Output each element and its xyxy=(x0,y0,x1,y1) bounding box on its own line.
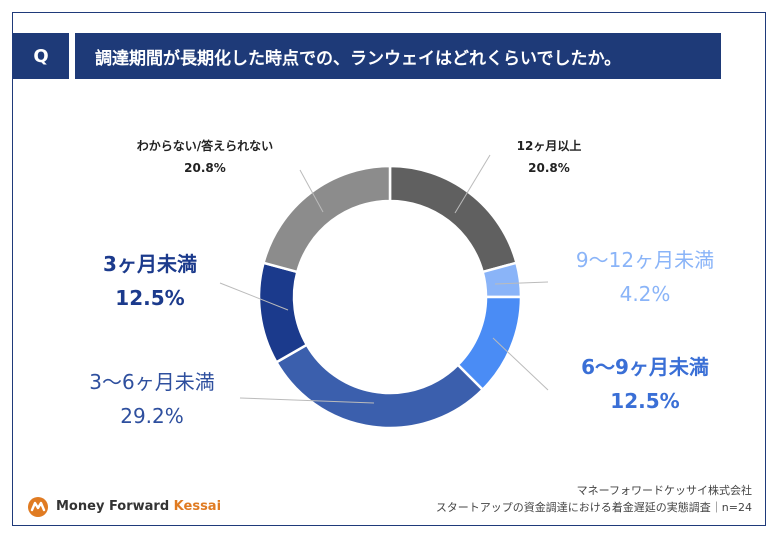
slice-3-6 xyxy=(274,343,485,430)
label-6-9-value: 12.5% xyxy=(610,389,680,413)
label-3-6-value: 29.2% xyxy=(120,404,184,428)
footer-company: マネーフォワードケッサイ株式会社 xyxy=(576,484,752,497)
leader-12m-plus xyxy=(454,154,491,214)
slice-unknown xyxy=(262,164,392,274)
label-9-12-value: 4.2% xyxy=(619,282,671,306)
chart-frame: Q 調達期間が長期化した時点での、ランウェイはどれくらいでしたか。 xyxy=(12,12,766,526)
footer-survey: スタートアップの資金調達における着金遅延の実態調査｜n=24 xyxy=(435,501,752,514)
slice-12m-plus xyxy=(388,164,518,274)
label-3-6: 3〜6ヶ月未満 29.2% xyxy=(62,365,242,433)
leader-under-3 xyxy=(219,282,289,311)
logo-text-main: Money Forward xyxy=(56,498,170,514)
label-9-12: 9〜12ヶ月未満 4.2% xyxy=(545,243,745,311)
label-under-3-name: 3ヶ月未満 xyxy=(103,252,197,276)
logo-text-accent: Kessai xyxy=(173,498,222,514)
question-title: 調達期間が長期化した時点での、ランウェイはどれくらいでしたか。 xyxy=(75,33,721,79)
leader-3-6 xyxy=(239,397,375,404)
leader-6-9 xyxy=(492,337,549,391)
footer-credit: マネーフォワードケッサイ株式会社 スタートアップの資金調達における着金遅延の実態… xyxy=(436,482,752,516)
label-unknown-name: わからない/答えられない xyxy=(136,139,274,153)
label-9-12-name: 9〜12ヶ月未満 xyxy=(575,248,715,272)
label-12m-plus-name: 12ヶ月以上 xyxy=(516,139,582,153)
label-12m-plus: 12ヶ月以上 20.8% xyxy=(484,135,614,179)
label-under-3-value: 12.5% xyxy=(115,286,185,310)
q-badge: Q xyxy=(13,33,69,79)
logo: Money Forward Kessai xyxy=(26,494,221,518)
money-forward-logo-icon xyxy=(28,497,48,517)
label-12m-plus-value: 20.8% xyxy=(528,161,570,175)
slice-under-3 xyxy=(257,261,309,364)
label-6-9: 6〜9ヶ月未満 12.5% xyxy=(545,350,745,418)
label-unknown-value: 20.8% xyxy=(184,161,226,175)
label-unknown: わからない/答えられない 20.8% xyxy=(110,135,300,179)
leader-9-12 xyxy=(494,281,549,285)
label-under-3: 3ヶ月未満 12.5% xyxy=(70,247,230,315)
label-6-9-name: 6〜9ヶ月未満 xyxy=(581,355,709,379)
label-3-6-name: 3〜6ヶ月未満 xyxy=(89,370,215,394)
leader-unknown xyxy=(299,169,324,213)
